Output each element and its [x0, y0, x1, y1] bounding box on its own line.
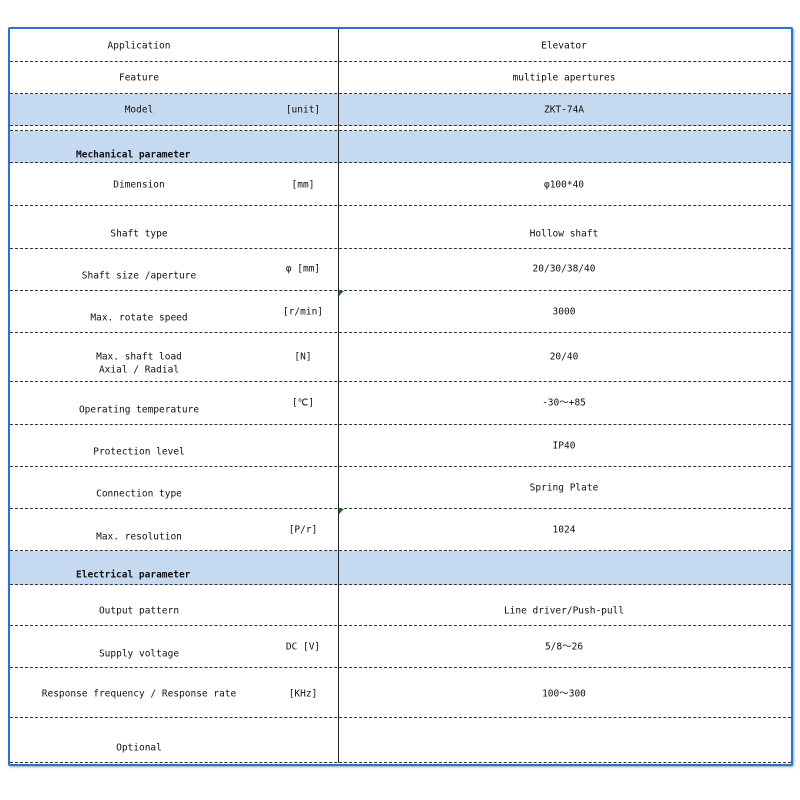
row-value: -30～+85 — [542, 397, 586, 409]
row-label: Max. rotate speed — [90, 312, 188, 324]
row-label: Feature — [118, 72, 160, 84]
row-value: IP40 — [552, 440, 576, 452]
row-value: φ100*40 — [543, 179, 585, 191]
table-row — [10, 467, 791, 509]
table-row — [10, 249, 791, 291]
row-unit: [℃] — [291, 397, 315, 409]
section-header-row — [10, 131, 791, 163]
row-label: Max. resolution — [96, 531, 182, 543]
section-title: Electrical parameter — [76, 569, 191, 581]
table-row — [10, 585, 791, 626]
column-divider — [338, 29, 339, 763]
table-row — [10, 94, 791, 126]
row-unit: [KHz] — [288, 688, 318, 700]
table-row — [10, 333, 791, 382]
table-row — [10, 668, 791, 718]
row-value: Elevator — [541, 40, 587, 52]
row-label: Response frequency / Response rate — [41, 688, 237, 700]
table-row — [10, 206, 791, 249]
table-row — [10, 163, 791, 206]
row-value: 1024 — [552, 524, 576, 536]
row-value: 20/40 — [549, 351, 579, 363]
row-unit: [r/min] — [282, 306, 324, 318]
row-label: Output pattern — [98, 605, 180, 617]
table-row — [10, 382, 791, 425]
row-label: Operating temperature — [78, 404, 200, 416]
spec-table-frame — [8, 27, 793, 766]
row-label: Application — [107, 40, 171, 52]
table-row — [10, 626, 791, 668]
row-value: 5/8～26 — [544, 641, 584, 653]
row-label: Shaft size /aperture — [81, 270, 197, 282]
table-row — [10, 718, 791, 763]
row-value: Hollow shaft — [529, 228, 599, 240]
row-label: Protection level — [93, 446, 185, 458]
row-value: 20/30/38/40 — [532, 263, 596, 275]
row-label: Supply voltage — [98, 648, 180, 660]
table-row — [10, 62, 791, 94]
row-unit: DC [V] — [285, 641, 321, 653]
table-row — [10, 425, 791, 467]
cell-comment-marker — [339, 291, 344, 296]
row-value: ZKT-74A — [543, 104, 585, 116]
table-row — [10, 291, 791, 333]
table-row — [10, 509, 791, 551]
row-label-secondary: Axial / Radial — [98, 364, 180, 376]
row-value: multiple apertures — [512, 72, 616, 84]
row-unit: φ [mm] — [285, 263, 321, 275]
section-header-row — [10, 551, 791, 585]
row-label: Model — [124, 104, 154, 116]
row-unit: [unit] — [285, 104, 321, 116]
row-label: Max. shaft load — [96, 351, 182, 363]
spacer-row — [10, 126, 791, 131]
row-unit: [mm] — [291, 179, 315, 191]
row-label: Optional — [116, 742, 162, 754]
row-value: 100～300 — [542, 688, 586, 700]
row-value: Spring Plate — [529, 482, 599, 494]
row-label: Shaft type — [110, 228, 168, 240]
row-value: 3000 — [552, 306, 576, 318]
cell-comment-marker — [339, 509, 344, 514]
table-row — [10, 29, 791, 62]
row-value: Line driver/Push-pull — [503, 605, 625, 617]
row-unit: [P/r] — [288, 524, 318, 536]
row-label: Connection type — [96, 488, 182, 500]
row-unit: [N] — [294, 351, 312, 363]
row-label: Dimension — [113, 179, 165, 191]
section-title: Mechanical parameter — [76, 149, 191, 161]
